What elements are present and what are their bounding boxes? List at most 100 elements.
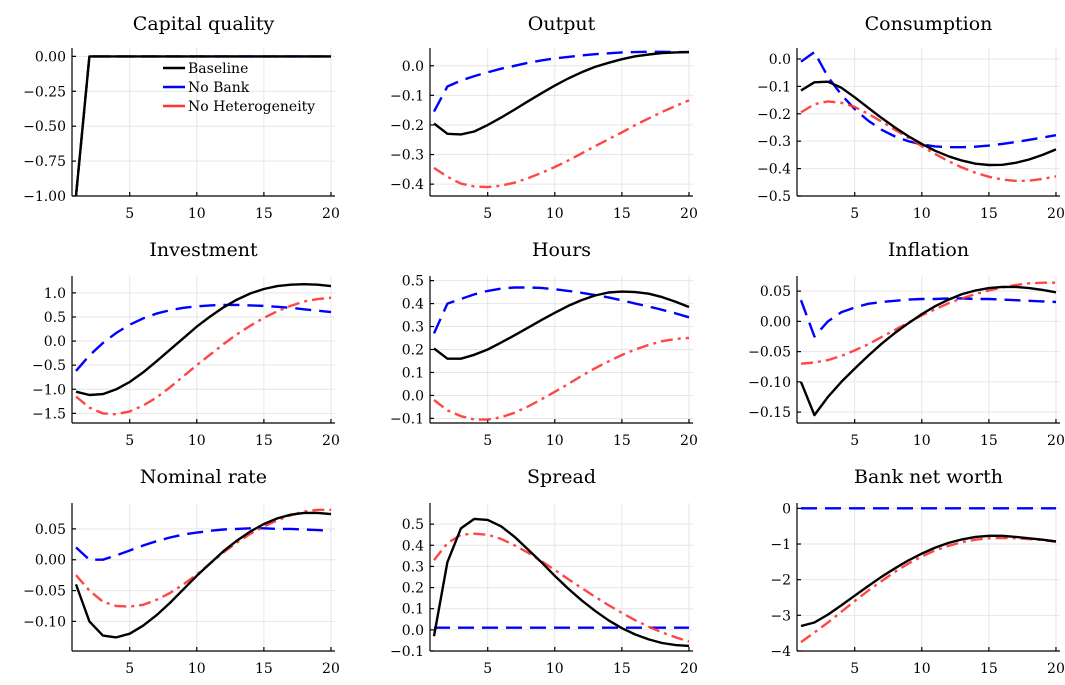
series-line-no-heterogeneity bbox=[75, 508, 331, 608]
y-tick-label: 0.1 bbox=[402, 602, 424, 618]
x-tick-label: 20 bbox=[680, 433, 698, 449]
y-tick-label: −0.5 bbox=[32, 358, 66, 374]
y-tick-label: −0.4 bbox=[757, 162, 791, 178]
series-line-no-heterogeneity bbox=[75, 296, 332, 416]
y-tick-label: −0.25 bbox=[23, 84, 66, 100]
x-tick-label: 20 bbox=[680, 206, 698, 222]
x-tick-label: 10 bbox=[188, 206, 206, 222]
x-tick-label: 20 bbox=[680, 661, 698, 677]
series-line-no-bank bbox=[799, 297, 1057, 338]
panel-investment: Investment 5 10 15 20 1.0 0.5 0.0 −0.5 −1.0 −1.5 bbox=[32, 239, 340, 449]
y-tick-label: −0.15 bbox=[748, 405, 791, 421]
series-line-no-heterogeneity bbox=[800, 281, 1056, 365]
series-line-baseline bbox=[75, 283, 332, 397]
panel-nominal-rate: Nominal rate 5 10 15 20 0.05 0.00 −0.05 −0.10 bbox=[23, 466, 340, 677]
y-tick-label: −1.0 bbox=[32, 382, 66, 398]
legend-label: Baseline bbox=[188, 61, 248, 77]
y-tick-label: 0.05 bbox=[35, 522, 66, 538]
y-tick-label: −0.50 bbox=[23, 119, 66, 135]
y-tick-label: 0.4 bbox=[402, 538, 424, 554]
x-tick-label: 15 bbox=[613, 661, 631, 677]
panel-title: Spread bbox=[527, 466, 596, 488]
x-tick-label: 5 bbox=[850, 433, 859, 449]
y-tick-label: −0.10 bbox=[23, 614, 66, 630]
series-line-baseline bbox=[74, 511, 332, 639]
x-tick-label: 15 bbox=[980, 433, 998, 449]
y-tick-label: 0.1 bbox=[402, 365, 424, 381]
y-tick-label: 0.2 bbox=[402, 581, 424, 597]
panel-title: Output bbox=[528, 13, 596, 35]
y-tick-label: 0.0 bbox=[769, 52, 791, 68]
y-tick-label: 0.0 bbox=[44, 334, 66, 350]
y-tick-label: −1 bbox=[770, 537, 791, 553]
y-tick-label: −0.2 bbox=[757, 107, 791, 123]
y-tick-label: −0.3 bbox=[390, 148, 424, 164]
legend-label: No Bank bbox=[188, 80, 250, 96]
series-line-no-heterogeneity bbox=[433, 99, 690, 189]
series-line-baseline bbox=[433, 50, 690, 136]
x-tick-label: 15 bbox=[980, 206, 998, 222]
x-tick-label: 10 bbox=[546, 433, 564, 449]
y-tick-label: 0.3 bbox=[402, 320, 424, 336]
y-tick-label: −1.5 bbox=[32, 406, 66, 422]
x-tick-label: 15 bbox=[613, 206, 631, 222]
y-tick-label: 0.00 bbox=[35, 553, 66, 569]
x-tick-label: 10 bbox=[188, 433, 206, 449]
legend: Baseline No Bank No Heterogeneity bbox=[163, 61, 315, 115]
y-tick-label: −4 bbox=[770, 644, 791, 660]
y-tick-label: −2 bbox=[770, 573, 791, 589]
y-tick-label: 0.0 bbox=[402, 388, 424, 404]
y-tick-label: 0.0 bbox=[402, 623, 424, 639]
series-line-baseline bbox=[432, 517, 690, 648]
x-tick-label: 5 bbox=[125, 661, 134, 677]
panel-bank-net-worth: Bank net worth 5 10 15 20 0 −1 −2 −3 −4 bbox=[770, 466, 1065, 677]
y-tick-label: 0.00 bbox=[760, 314, 791, 330]
x-tick-label: 5 bbox=[125, 206, 134, 222]
panel-output: Output 5 10 15 20 0.0 −0.1 −0.2 −0.3 −0.4 bbox=[390, 13, 698, 222]
y-tick-label: 1.0 bbox=[44, 286, 66, 302]
y-tick-label: 0.4 bbox=[402, 297, 424, 313]
panel-title: Nominal rate bbox=[140, 466, 267, 488]
x-tick-label: 20 bbox=[322, 206, 340, 222]
x-tick-label: 5 bbox=[483, 433, 492, 449]
y-tick-label: −0.3 bbox=[757, 134, 791, 150]
x-tick-label: 20 bbox=[322, 433, 340, 449]
series-line-no-bank bbox=[75, 527, 332, 561]
x-tick-label: 5 bbox=[850, 661, 859, 677]
y-tick-label: −0.1 bbox=[757, 79, 791, 95]
x-tick-label: 15 bbox=[255, 206, 273, 222]
series-line-no-bank bbox=[432, 50, 689, 113]
series-line-baseline bbox=[799, 285, 1057, 417]
series-line-no-heterogeneity bbox=[800, 100, 1057, 183]
panel-consumption: Consumption 5 10 15 20 0.0 −0.1 −0.2 −0.3 −0.4 −0.… bbox=[757, 13, 1065, 222]
y-tick-label: −0.1 bbox=[390, 644, 424, 660]
legend-label: No Heterogeneity bbox=[188, 99, 315, 115]
series-line-no-heterogeneity bbox=[800, 536, 1057, 644]
x-tick-label: 20 bbox=[1047, 433, 1065, 449]
y-tick-label: 0.05 bbox=[760, 284, 791, 300]
y-tick-label: −0.05 bbox=[748, 345, 791, 361]
x-tick-label: 15 bbox=[255, 661, 273, 677]
x-tick-label: 10 bbox=[546, 206, 564, 222]
y-tick-label: 0.0 bbox=[402, 59, 424, 75]
y-tick-label: 0.5 bbox=[402, 517, 424, 533]
series-line-no-heterogeneity bbox=[433, 336, 690, 421]
panel-spread: Spread 5 10 15 20 0.5 0.4 0.3 0.2 0.1 0.0 −0.1 bbox=[390, 466, 698, 677]
y-tick-label: −0.1 bbox=[390, 411, 424, 427]
series-line-baseline bbox=[433, 290, 690, 360]
series-line-no-bank bbox=[432, 286, 690, 334]
y-tick-label: −0.75 bbox=[23, 154, 66, 170]
series-line-baseline bbox=[800, 80, 1057, 167]
series-line-baseline bbox=[74, 55, 331, 197]
y-tick-label: 0 bbox=[782, 501, 791, 517]
y-tick-label: −3 bbox=[770, 608, 791, 624]
x-tick-label: 10 bbox=[913, 206, 931, 222]
x-tick-label: 5 bbox=[483, 206, 492, 222]
y-tick-label: 0.00 bbox=[35, 49, 66, 65]
series-line-baseline bbox=[800, 534, 1057, 628]
y-tick-label: 0.2 bbox=[402, 343, 424, 359]
x-tick-label: 20 bbox=[1047, 206, 1065, 222]
panel-hours: Hours 5 10 15 20 0.5 0.4 0.3 0.2 0.1 0.0 −0.1 bbox=[390, 239, 698, 449]
y-tick-label: −0.05 bbox=[23, 584, 66, 600]
